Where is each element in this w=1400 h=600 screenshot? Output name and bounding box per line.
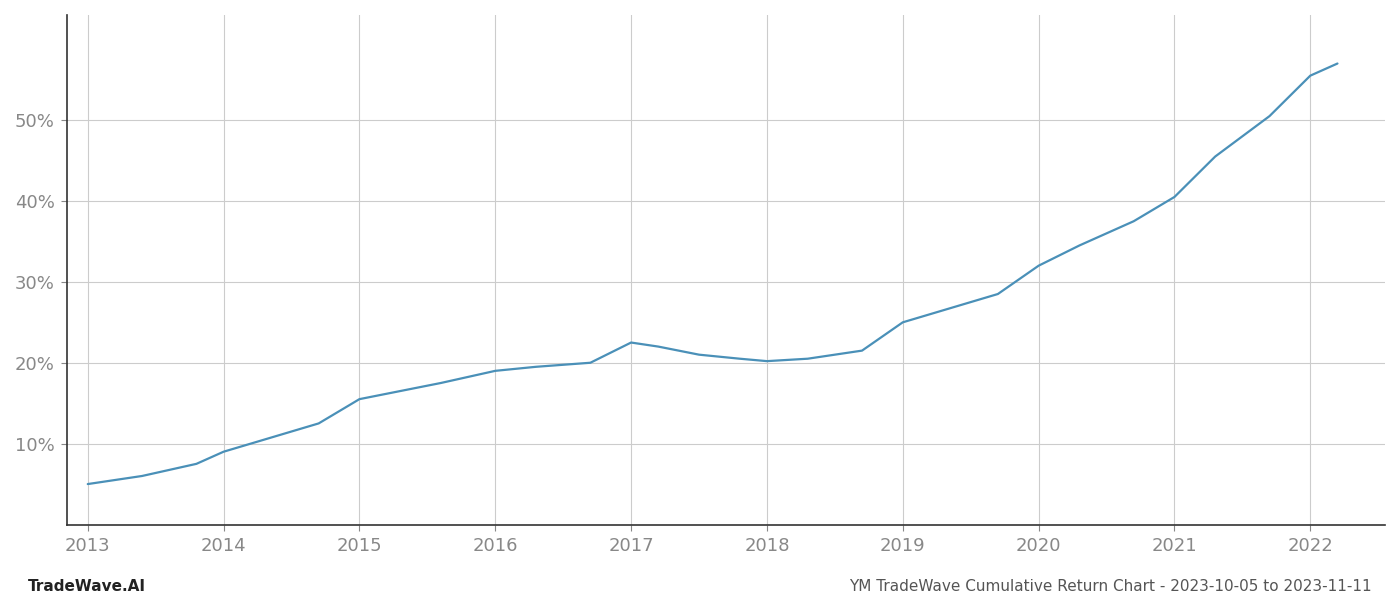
Text: TradeWave.AI: TradeWave.AI: [28, 579, 146, 594]
Text: YM TradeWave Cumulative Return Chart - 2023-10-05 to 2023-11-11: YM TradeWave Cumulative Return Chart - 2…: [850, 579, 1372, 594]
